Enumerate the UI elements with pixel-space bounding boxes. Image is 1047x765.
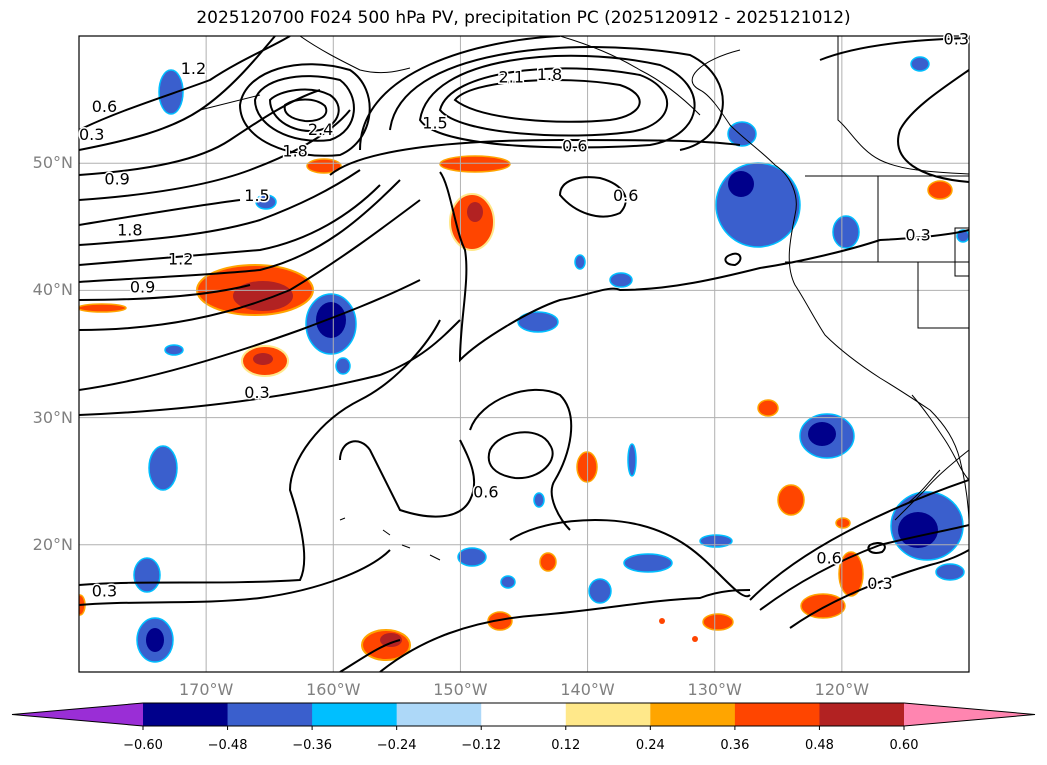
longitude-tick-label: 120°W (814, 680, 870, 699)
map-title: 2025120700 F024 500 hPa PV, precipitatio… (196, 8, 851, 28)
latitude-tick-label: 30°N (32, 407, 73, 427)
colorbar-bin (650, 703, 736, 726)
colorbar (11, 702, 1036, 730)
colorbar-bin (143, 703, 229, 726)
contour-label: 0.3 (867, 574, 892, 593)
contour-label: 0.6 (562, 136, 587, 155)
longitude-tick-label: 140°W (560, 680, 615, 699)
contour-label: 1.2 (168, 250, 193, 269)
longitude-tick-label: 130°W (687, 680, 742, 699)
contour-label: 0.6 (613, 186, 638, 205)
negative-anomaly-regions (133, 56, 969, 663)
colorbar-bin (565, 703, 651, 726)
colorbar-tick-label: 0.48 (804, 738, 834, 753)
contour-label: 0.9 (104, 169, 129, 188)
colorbar-tick-label: −0.60 (123, 738, 163, 753)
longitude-tick-label: 160°W (306, 680, 361, 699)
coastlines (199, 36, 969, 561)
colorbar-bin (396, 703, 482, 726)
colorbar-tick-label: 0.24 (635, 738, 665, 753)
colorbar-tick-label: 0.12 (551, 738, 581, 753)
contour-label: 1.2 (181, 59, 206, 78)
contour-label: 0.6 (473, 482, 498, 501)
colorbar-bin (227, 703, 313, 726)
contour-label: 1.8 (537, 65, 562, 84)
latitude-tick-label: 40°N (32, 280, 73, 300)
colorbar-extend-max (904, 703, 1035, 726)
contour-label: 1.8 (282, 141, 307, 160)
latitude-tick-label: 20°N (32, 534, 73, 554)
colorbar-tick-label: −0.24 (376, 738, 417, 753)
contour-label: 0.3 (92, 582, 117, 601)
map-frame (78, 35, 970, 673)
colorbar-tick-label: 0.60 (889, 738, 919, 753)
contour-label: 1.5 (244, 186, 269, 205)
colorbar-tick-label: 0.36 (720, 738, 750, 753)
contour-label: 0.6 (92, 97, 117, 116)
colorbar-tick-label: −0.36 (292, 738, 333, 753)
longitude-tick-label: 170°W (178, 680, 234, 699)
contour-label: 0.6 (816, 549, 841, 568)
contour-label: 0.9 (130, 278, 155, 297)
contour-label: 0.3 (244, 383, 269, 402)
colorbar-extend-min (12, 703, 143, 726)
contour-label: 1.8 (117, 220, 142, 239)
colorbar-bin (734, 703, 820, 726)
colorbar-bin (819, 703, 905, 726)
colorbar-bin (312, 703, 398, 726)
gridlines (79, 36, 969, 672)
pv-contours (79, 36, 969, 672)
colorbar-tick-label: −0.12 (461, 738, 502, 753)
colorbar-bin (481, 703, 567, 726)
contour-label: 0.3 (905, 225, 930, 244)
longitude-tick-label: 150°W (433, 680, 488, 699)
contour-label: 1.5 (422, 113, 447, 132)
contour-label: 2.1 (499, 68, 524, 87)
colorbar-tick-label: −0.48 (207, 738, 248, 753)
contour-label: 0.3 (79, 125, 104, 144)
contour-labels: 1.20.60.3 2.41.80.91.51.81.20.90.32.1 1.81… (77, 28, 970, 602)
precipitation-anomaly-shading (79, 56, 969, 663)
latitude-tick-label: 50°N (32, 153, 73, 173)
contour-label: 2.4 (308, 120, 333, 139)
contour-label: 0.3 (944, 30, 969, 49)
